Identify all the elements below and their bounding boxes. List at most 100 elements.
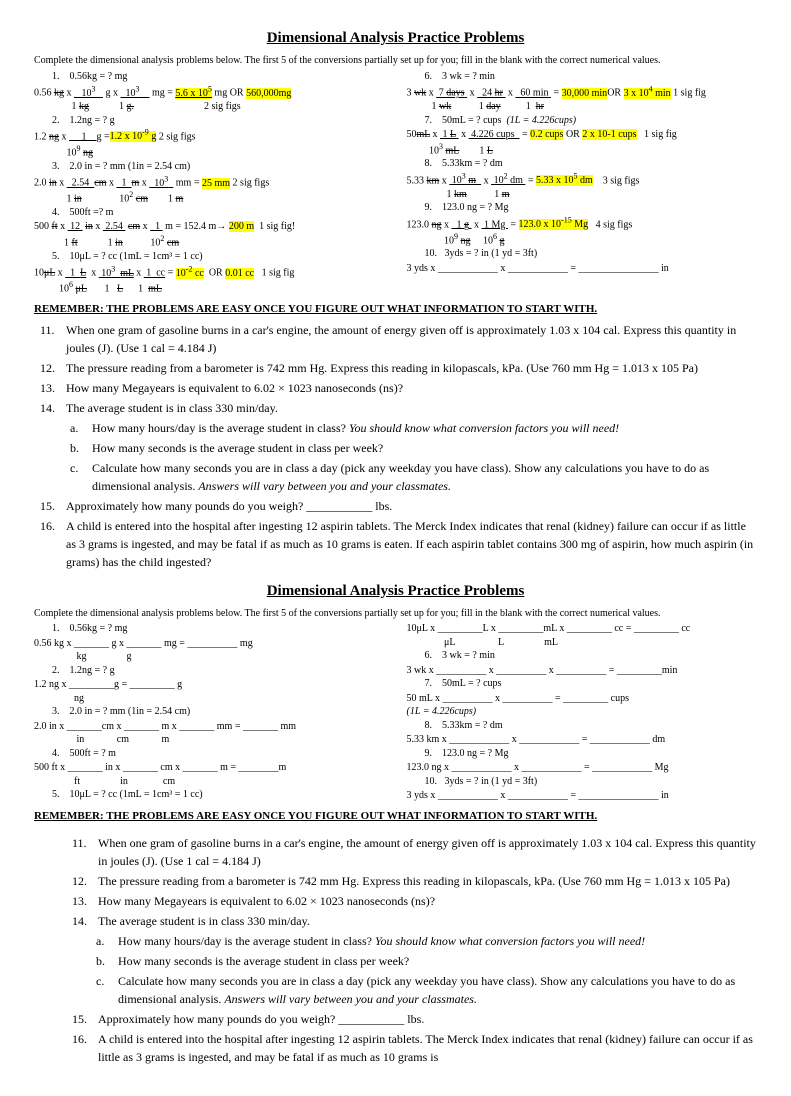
item-12: 12.The pressure reading from a barometer…	[34, 359, 757, 377]
bp1-a: 0.56 kg x _______ g x _______ mg = _____…	[34, 637, 385, 651]
p1-q: 1. 0.56kg = ? mg	[34, 70, 385, 84]
item-b15: 15.Approximately how many pounds do you …	[34, 1010, 757, 1028]
item-text: How many Megayears is equivalent to 6.02…	[98, 892, 757, 910]
item-text: A child is entered into the hospital aft…	[66, 517, 757, 571]
item-text: Approximately how many pounds do you wei…	[98, 1010, 757, 1028]
p2-q: 2. 1.2ng = ? g	[34, 114, 385, 128]
bot-left-col: 1. 0.56kg = ? mg 0.56 kg x _______ g x _…	[34, 622, 385, 803]
p8-u: 1 km 1 m	[407, 188, 758, 202]
sub-bc: c.Calculate how many seconds you are in …	[34, 972, 757, 1008]
sub-let: b.	[70, 439, 92, 457]
word-problems-1: 11.When one gram of gasoline burns in a …	[34, 321, 757, 571]
bp3-q: 3. 2.0 in = ? mm (1in = 2.54 cm)	[34, 705, 385, 719]
bp2-q: 2. 1.2ng = ? g	[34, 664, 385, 678]
item-13: 13.How many Megayears is equivalent to 6…	[34, 379, 757, 397]
sub-let: a.	[70, 419, 92, 437]
item-num: 16.	[40, 517, 66, 571]
bp4-a: 500 ft x _______ in x _______ cm x _____…	[34, 761, 385, 775]
top-right-col: 6. 3 wk = ? min 3 wk x 7 days x 24 hr x …	[407, 70, 758, 296]
item-text: The pressure reading from a barometer is…	[66, 359, 757, 377]
blank-problems-bot: 1. 0.56kg = ? mg 0.56 kg x _______ g x _…	[34, 622, 757, 803]
p3-q: 3. 2.0 in = ? mm (1in = 2.54 cm)	[34, 160, 385, 174]
p9-q: 9. 123.0 ng = ? Mg	[407, 201, 758, 215]
p3-u: 1 in 102 cm 1 m	[34, 190, 385, 206]
sub-bb: b.How many seconds is the average studen…	[34, 952, 757, 970]
bp8-a: 5.33 km x ____________ x ____________ = …	[407, 733, 758, 747]
bp3-u: in cm m	[34, 733, 385, 747]
item-num: 11.	[40, 321, 66, 357]
item-num: 15.	[40, 497, 66, 515]
item-text: Approximately how many pounds do you wei…	[66, 497, 757, 515]
p6-a: 3 wk x 7 days x 24 hr x 60 min = 30,000 …	[407, 84, 758, 100]
p5-a: 10μL x 1 L x 103 mL x 1 cc = 10-2 cc OR …	[34, 264, 385, 280]
item-16: 16.A child is entered into the hospital …	[34, 517, 757, 571]
bpA-u: μL L mL	[407, 636, 758, 650]
bp4-u: ft in cm	[34, 775, 385, 789]
top-left-col: 1. 0.56kg = ? mg 0.56 kg x 103 g x 103 m…	[34, 70, 385, 296]
bot-right-col: 10μL x _________L x _________mL x ______…	[407, 622, 758, 803]
p1-a: 0.56 kg x 103 g x 103 mg = 5.6 x 105 mg …	[34, 84, 385, 100]
p6-q: 6. 3 wk = ? min	[407, 70, 758, 84]
page-title: Dimensional Analysis Practice Problems	[34, 28, 757, 48]
bp6-q: 6. 3 wk = ? min	[407, 649, 758, 663]
p7-a: 50mL x 1 L x 4.226 cups = 0.2 cups OR 2 …	[407, 128, 758, 142]
item-num: 13.	[40, 379, 66, 397]
item-num: 16.	[72, 1030, 98, 1066]
p8-a: 5.33 km x 103 m x 102 dm = 5.33 x 105 dm…	[407, 172, 758, 188]
p5-q: 5. 10μL = ? cc (1mL = 1cm³ = 1 cc)	[34, 250, 385, 264]
bp7-a: 50 mL x __________ x __________ = ______…	[407, 692, 758, 706]
item-b14: 14.The average student is in class 330 m…	[34, 912, 757, 930]
item-num: 15.	[72, 1010, 98, 1028]
bp10-a: 3 yds x ____________ x ____________ = __…	[407, 789, 758, 803]
bp9-a: 123.0 ng x ____________ x ____________ =…	[407, 761, 758, 775]
sub-text: How many seconds is the average student …	[92, 439, 383, 457]
p6-u: 1 wk 1 day 1 hr	[407, 100, 758, 114]
item-14: 14.The average student is in class 330 m…	[34, 399, 757, 417]
bp5-q: 5. 10μL = ? cc (1mL = 1cm³ = 1 cc)	[34, 788, 385, 802]
remember-heading-2: REMEMBER: THE PROBLEMS ARE EASY ONCE YOU…	[34, 809, 757, 824]
item-num: 12.	[40, 359, 66, 377]
bp8-q: 8. 5.33km = ? dm	[407, 719, 758, 733]
bp4-q: 4. 500ft = ? m	[34, 747, 385, 761]
bp6-a: 3 wk x __________ x __________ x _______…	[407, 664, 758, 678]
bp9-q: 9. 123.0 ng = ? Mg	[407, 747, 758, 761]
remember-heading: REMEMBER: THE PROBLEMS ARE EASY ONCE YOU…	[34, 302, 757, 317]
page-title-2: Dimensional Analysis Practice Problems	[34, 581, 757, 601]
item-num: 14.	[72, 912, 98, 930]
instructions-text: Complete the dimensional analysis proble…	[34, 54, 757, 68]
instructions-text-2: Complete the dimensional analysis proble…	[34, 607, 757, 621]
item-text: The average student is in class 330 min/…	[66, 399, 757, 417]
sub-let: c.	[70, 459, 92, 495]
sub-ba: a.How many hours/day is the average stud…	[34, 932, 757, 950]
sub-let: b.	[96, 952, 118, 970]
p8-q: 8. 5.33km = ? dm	[407, 157, 758, 171]
item-b12: 12.The pressure reading from a barometer…	[34, 872, 757, 890]
bp2-u: ng	[34, 692, 385, 706]
bp3-a: 2.0 in x _______cm x _______ m x _______…	[34, 720, 385, 734]
bpA: 10μL x _________L x _________mL x ______…	[407, 622, 758, 636]
item-num: 11.	[72, 834, 98, 870]
p2-u: 109 ng	[34, 144, 385, 160]
item-b16: 16.A child is entered into the hospital …	[34, 1030, 757, 1066]
p4-u: 1 ft 1 in 102 cm	[34, 234, 385, 250]
p4-q: 4. 500ft =? m	[34, 206, 385, 220]
item-num: 14.	[40, 399, 66, 417]
item-text: The average student is in class 330 min/…	[98, 912, 757, 930]
sub-let: a.	[96, 932, 118, 950]
item-text: A child is entered into the hospital aft…	[98, 1030, 757, 1066]
item-text: When one gram of gasoline burns in a car…	[66, 321, 757, 357]
worked-problems-top: 1. 0.56kg = ? mg 0.56 kg x 103 g x 103 m…	[34, 70, 757, 296]
bp7-note: (1L = 4.226cups)	[407, 705, 758, 719]
p10-q: 10. 3yds = ? in (1 yd = 3ft)	[407, 247, 758, 261]
sub-text: How many hours/day is the average studen…	[118, 932, 645, 950]
bp1-u: kg g	[34, 650, 385, 664]
item-11: 11.When one gram of gasoline burns in a …	[34, 321, 757, 357]
sub-text: How many hours/day is the average studen…	[92, 419, 619, 437]
item-text: When one gram of gasoline burns in a car…	[98, 834, 757, 870]
p7-q: 7. 50mL = ? cups (1L = 4.226cups)	[407, 114, 758, 128]
item-text: The pressure reading from a barometer is…	[98, 872, 757, 890]
p10-a: 3 yds x ____________ x ____________ = __…	[407, 262, 758, 276]
sub-text: Calculate how many seconds you are in cl…	[118, 972, 757, 1008]
item-b11: 11.When one gram of gasoline burns in a …	[34, 834, 757, 870]
item-b13: 13.How many Megayears is equivalent to 6…	[34, 892, 757, 910]
